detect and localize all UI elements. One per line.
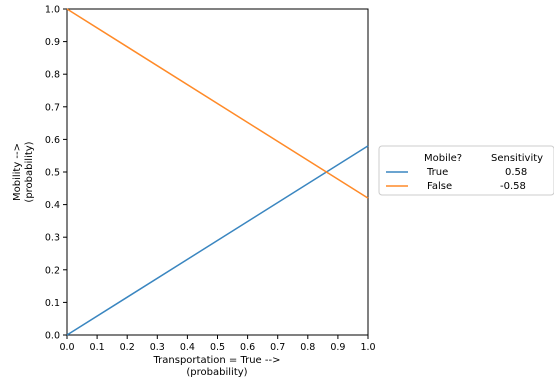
- y-axis-label: Mobility -->: [12, 143, 23, 201]
- y-tick-label: 0.7: [45, 102, 60, 113]
- x-axis-label: Transportation = True -->: [153, 355, 281, 366]
- x-tick-label: 0.5: [210, 342, 225, 353]
- series-line-true: [66, 145, 369, 336]
- x-tick-label: 0.9: [330, 342, 345, 353]
- x-tick-label: 0.0: [59, 342, 74, 353]
- y-tick-label: 0.3: [45, 233, 60, 244]
- y-tick-label: 0.9: [45, 37, 60, 48]
- x-tick-label: 0.2: [120, 342, 135, 353]
- y-tick-label: 0.1: [45, 298, 60, 309]
- x-ticks: 0.0 0.1 0.2 0.3 0.4 0.5 0.6 0.7 0.8 0.9 1.0: [59, 335, 376, 353]
- series-line-false: [66, 8, 369, 199]
- x-tick-label: 1.0: [360, 342, 375, 353]
- legend: Mobile? Sensitivity True 0.58 False -0.5…: [378, 145, 554, 196]
- legend-label-true: True: [426, 167, 448, 178]
- y-tick-label: 0.0: [45, 331, 60, 342]
- y-tick-label: 0.5: [45, 168, 60, 179]
- series-lines: [66, 8, 369, 336]
- x-tick-label: 0.4: [180, 342, 195, 353]
- x-tick-label: 0.7: [270, 342, 285, 353]
- x-tick-label: 0.8: [300, 342, 315, 353]
- y-tick-label: 0.4: [45, 200, 60, 211]
- x-axis-label-unit: (probability): [186, 367, 247, 378]
- legend-box: [378, 145, 554, 196]
- legend-sensitivity-false: -0.58: [500, 181, 526, 192]
- y-ticks: 0.0 0.1 0.2 0.3 0.4 0.5 0.6 0.7 0.8 0.9 1.0: [45, 5, 67, 342]
- plot-area-frame: [66, 8, 369, 336]
- y-tick-label: 0.6: [45, 135, 60, 146]
- y-tick-label: 0.8: [45, 70, 60, 81]
- x-tick-label: 0.1: [90, 342, 105, 353]
- legend-sensitivity-header: Sensitivity: [491, 153, 543, 164]
- legend-sensitivity-true: 0.58: [505, 167, 527, 178]
- legend-label-false: False: [427, 181, 452, 192]
- y-tick-label: 1.0: [45, 5, 60, 16]
- y-tick-label: 0.2: [45, 265, 60, 276]
- y-axis-label-unit: (probability): [24, 141, 35, 202]
- legend-title: Mobile?: [424, 153, 462, 164]
- x-tick-label: 0.6: [240, 342, 255, 353]
- x-tick-label: 0.3: [150, 342, 165, 353]
